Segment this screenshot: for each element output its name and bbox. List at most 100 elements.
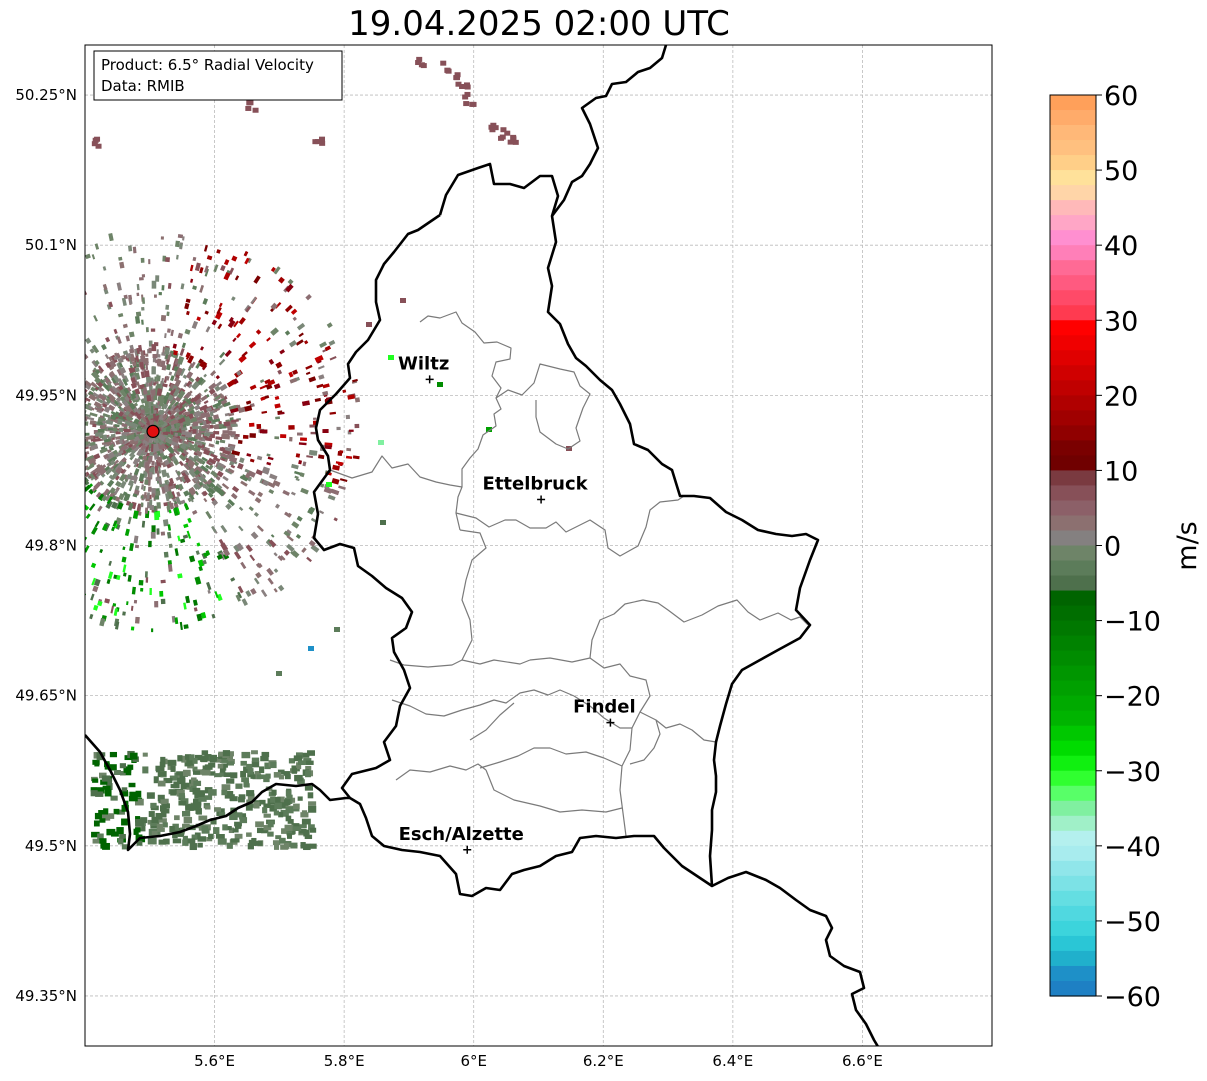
canton-boundary-esch [395,763,623,813]
echo-pixel [196,613,203,622]
echo-pixel [182,420,188,425]
echo-pixel [223,272,231,281]
echo-pixel [292,369,299,375]
colorbar-band [1050,650,1096,667]
echo-pixel [378,440,384,445]
echo-pixel [203,244,208,252]
echo-pixel [93,401,103,409]
echo-pixel [181,342,187,349]
echo-pixel [87,402,92,407]
echo-pixel [144,507,149,514]
echo-pixel [194,397,202,406]
echo-pixel [121,457,127,463]
echo-pixel [90,562,97,569]
echo-pixel [284,773,291,780]
echo-pixel [245,105,252,111]
echo-pixel [179,538,186,544]
echo-pixel [216,470,224,478]
echo-pixel [215,436,223,440]
echo-pixel [270,302,278,311]
echo-pixel [125,433,135,441]
echo-pixel [291,521,300,529]
echo-pixel [199,404,208,412]
echo-pixel [348,429,354,432]
echo-pixel [219,439,226,444]
echo-pixel [138,277,144,281]
echo-pixel [110,414,117,421]
echo-pixel [206,255,213,261]
echo-pixel [162,838,170,845]
colorbar-band [1050,980,1096,997]
echo-pixel [318,510,325,515]
echo-pixel [302,752,310,758]
echo-pixel [306,455,314,459]
echo-pixel [105,500,114,510]
echo-pixel [130,605,134,611]
echo-pixel [322,383,330,389]
colorbar-tick-label: 30 [1104,306,1138,337]
echo-pixel [113,608,118,616]
echo-pixel [117,361,124,369]
echo-pixel [100,343,107,351]
echo-pixel [129,752,138,760]
echo-pixel [205,510,213,520]
echo-pixel [17,292,23,298]
echo-pixel [177,755,183,762]
echo-pixel [312,417,317,420]
echo-pixel [74,368,81,375]
echo-pixel [187,763,195,769]
echo-pixel [161,428,167,433]
echo-pixel [102,283,108,291]
echo-pixel [172,388,180,397]
echo-pixel [108,474,115,481]
echo-pixel [202,559,207,565]
echo-pixel [305,364,313,370]
echo-pixel [231,485,240,493]
echo-pixel [235,812,243,818]
echo-pixel [202,420,207,426]
echo-pixel [78,325,85,333]
echo-pixel [294,475,299,479]
echo-pixel [265,773,271,779]
echo-pixel [30,422,36,427]
echo-pixel [123,387,130,395]
echo-pixel [302,461,307,467]
echo-pixel [222,475,229,482]
echo-pixel [116,401,123,408]
echo-pixel [150,820,157,827]
echo-pixel [510,134,517,140]
echo-pixel [298,460,303,465]
echo-pixel [85,535,88,541]
echo-pixel [73,421,80,424]
echo-pixel [234,275,240,281]
echo-pixel [171,615,176,623]
echo-pixel [167,433,174,439]
echo-pixel [233,544,241,553]
echo-pixel [154,410,157,415]
product-info-box: Product: 6.5° Radial Velocity Data: RMIB [93,50,343,101]
echo-pixel [183,624,189,629]
echo-pixel [256,455,263,461]
echo-pixel [124,528,130,537]
echo-pixel [303,340,309,345]
echo-pixel [133,468,140,476]
echo-pixel [44,599,49,604]
echo-pixel [127,412,134,419]
echo-pixel [261,751,270,758]
echo-pixel [250,774,256,779]
echo-pixel [75,427,82,432]
echo-pixel [274,503,280,509]
echo-pixel [188,383,193,389]
echo-pixel [28,462,33,467]
echo-pixel [2,545,7,549]
colorbar-band [1050,800,1096,817]
echo-pixel [198,566,203,572]
echo-pixel [21,284,25,289]
echo-pixel [188,469,197,478]
echo-pixel [125,352,132,359]
city-label: Ettelbruck [483,473,589,494]
echo-pixel [67,450,74,455]
echo-pixel [175,254,179,260]
echo-pixel [221,763,228,768]
echo-pixel [80,608,84,613]
